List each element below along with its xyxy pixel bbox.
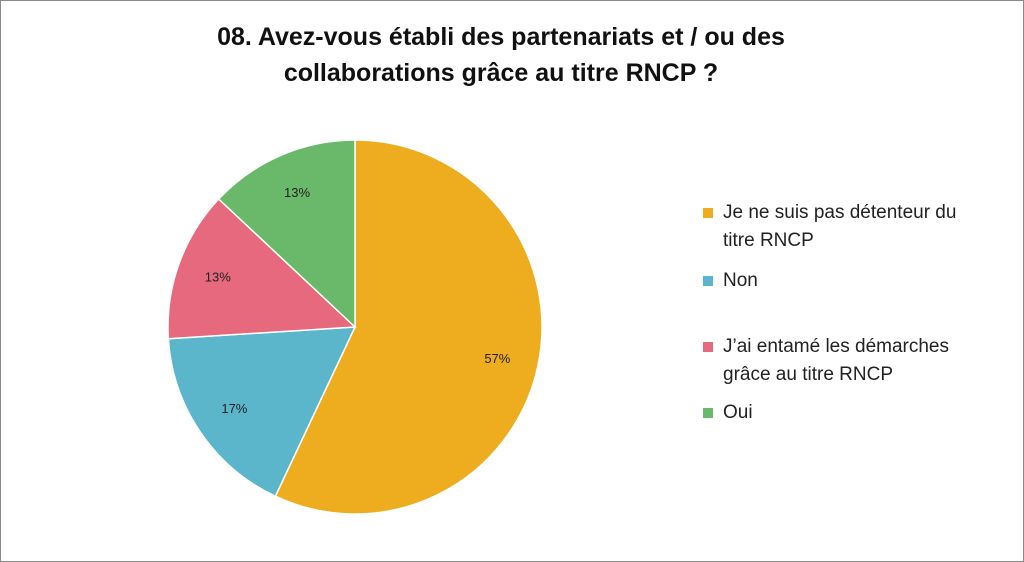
slice-oui xyxy=(217,139,356,329)
legend-label: titre RNCP xyxy=(723,230,814,251)
slice-non xyxy=(167,326,357,498)
legend-swatch xyxy=(703,342,713,352)
chart-title-line-1: 08. Avez-vous établi des partenariats et… xyxy=(217,23,785,51)
legend-swatch xyxy=(703,276,713,286)
legend-label: Oui xyxy=(723,402,753,423)
legend-item-oui: Oui xyxy=(703,399,1003,427)
legend-item-non: Non xyxy=(703,267,1003,295)
legend: Je ne suis pas détenteur du titre RNCP N… xyxy=(703,199,1003,427)
legend-item-not-holder: Je ne suis pas détenteur du titre RNCP xyxy=(703,199,1003,255)
slice-value-label: 13% xyxy=(284,185,310,200)
slice-value-label: 13% xyxy=(205,270,231,285)
legend-swatch xyxy=(703,408,713,418)
slice-value-label: 17% xyxy=(221,401,247,416)
legend-label: Non xyxy=(723,270,758,291)
legend-label: Je ne suis pas détenteur du xyxy=(723,202,957,223)
chart-title: 08. Avez-vous établi des partenariats et… xyxy=(151,19,851,91)
slice-not-holder xyxy=(274,139,543,515)
slice-value-label: 57% xyxy=(484,351,510,366)
legend-item-started: J’ai entamé les démarches grâce au titre… xyxy=(703,333,1003,389)
legend-swatch xyxy=(703,208,713,218)
chart-title-line-2: collaborations grâce au titre RNCP ? xyxy=(283,59,719,87)
legend-label: grâce au titre RNCP xyxy=(723,364,894,385)
slice-started xyxy=(167,197,357,340)
legend-label: J’ai entamé les démarches xyxy=(723,336,949,357)
